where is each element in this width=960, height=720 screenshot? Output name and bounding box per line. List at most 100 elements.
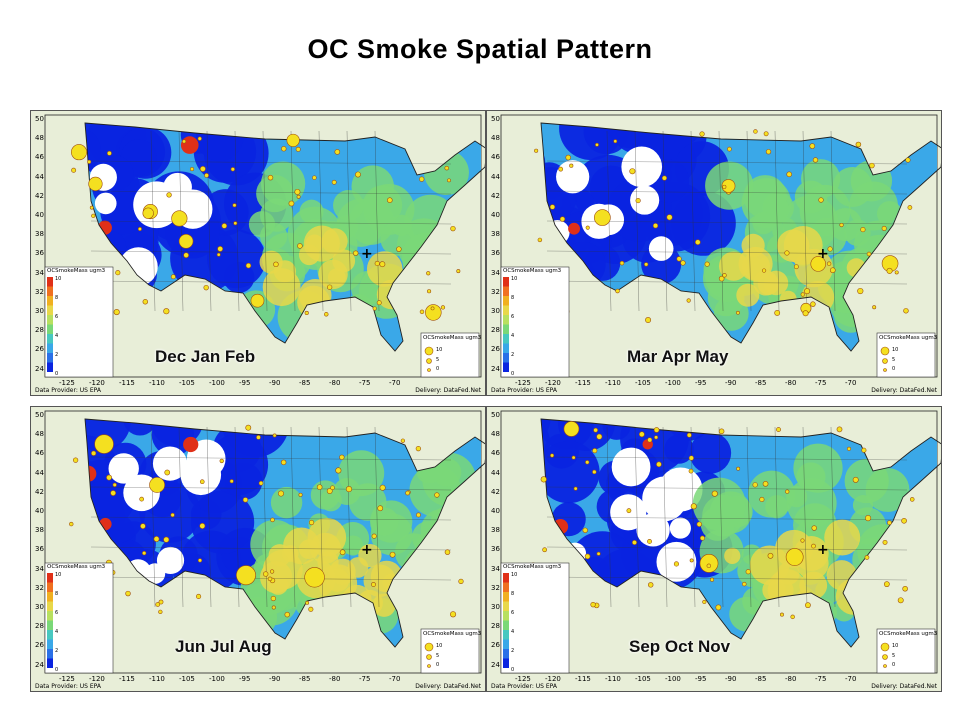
mid-blob — [342, 535, 364, 556]
colorbar-swatch — [47, 601, 53, 611]
site-marker — [883, 581, 890, 588]
state-border — [90, 220, 452, 225]
country-outline — [84, 122, 485, 352]
y-tick-label: 46 — [491, 153, 500, 162]
site-marker — [648, 582, 654, 588]
y-tick-label: 48 — [491, 134, 500, 143]
x-tick-label: -110 — [149, 379, 165, 387]
y-tick-label: 48 — [491, 430, 500, 439]
site-marker — [280, 459, 287, 466]
colorbar-swatch — [503, 601, 509, 611]
site-marker — [242, 497, 249, 503]
site-marker — [852, 476, 859, 483]
x-tick-label: -85 — [755, 675, 767, 683]
colorbar-swatch — [503, 296, 509, 306]
x-tick-label: -100 — [209, 675, 225, 683]
site-marker — [558, 166, 564, 172]
site-marker — [704, 261, 710, 267]
site-marker — [339, 454, 345, 460]
state-border — [746, 426, 752, 608]
state-border — [150, 426, 156, 608]
colorbar-tick-label: 4 — [511, 629, 515, 635]
size-legend-marker — [880, 642, 890, 652]
map-panel: +50 48 46 44 42 40 38 36 34 32 30 28 26 24 -125 -120 -11… — [486, 406, 942, 692]
site-marker — [763, 131, 769, 137]
site-marker — [371, 533, 377, 539]
y-tick-label: 44 — [491, 172, 500, 181]
x-tick-label: -75 — [815, 675, 827, 683]
mid-blob — [248, 211, 276, 238]
state-border — [802, 426, 808, 608]
site-marker — [149, 477, 165, 493]
site-marker — [233, 221, 238, 226]
site-marker — [901, 517, 907, 524]
site-marker — [230, 167, 235, 172]
site-marker — [71, 167, 77, 173]
high-blob — [318, 259, 348, 290]
state-border — [346, 130, 352, 312]
site-marker — [706, 563, 712, 569]
no-data-gap — [636, 513, 670, 547]
site-marker — [585, 460, 590, 465]
state-border — [546, 546, 908, 551]
mid-blob — [270, 486, 303, 519]
site-marker — [699, 131, 705, 137]
site-marker — [860, 227, 866, 233]
site-marker — [353, 250, 359, 256]
site-marker — [91, 450, 97, 456]
x-tick-label: -110 — [605, 675, 621, 683]
no-data-gap — [108, 453, 139, 484]
state-border — [546, 456, 908, 461]
state-border — [206, 130, 212, 312]
state-border — [318, 130, 324, 312]
y-tick-label: 50 — [491, 115, 500, 123]
colorbar-tick-label: 0 — [511, 667, 515, 673]
mid-blob — [752, 212, 775, 235]
state-border — [634, 426, 640, 608]
site-marker — [654, 435, 659, 440]
site-marker — [245, 262, 252, 269]
site-marker — [69, 521, 74, 527]
mid-blob — [370, 507, 399, 536]
size-legend-marker — [883, 664, 887, 668]
site-marker — [183, 252, 189, 259]
x-tick-label: -90 — [725, 379, 737, 387]
site-marker — [426, 271, 431, 276]
site-marker — [427, 289, 432, 294]
site-marker — [355, 171, 361, 178]
colorbar-swatch — [47, 353, 53, 363]
data-provider-credit: Data Provider: US EPA — [35, 387, 101, 394]
state-border — [546, 250, 908, 255]
high-blob — [329, 558, 356, 585]
colorbar-tick-label: 10 — [55, 276, 62, 282]
site-marker — [752, 482, 758, 488]
colorbar-swatch — [47, 286, 53, 296]
site-marker — [661, 175, 668, 181]
state-border — [262, 130, 268, 312]
site-marker — [592, 448, 598, 454]
colorbar-box — [44, 266, 114, 378]
site-marker — [419, 309, 425, 315]
map-panel: +50 48 46 44 42 40 38 36 34 32 30 28 26 24 -125 -120 -11… — [30, 110, 486, 396]
y-tick-label: 36 — [35, 249, 44, 258]
site-marker — [699, 554, 719, 573]
site-marker — [635, 198, 641, 204]
mid-blob — [786, 486, 808, 508]
site-marker — [800, 292, 805, 297]
reference-marker: + — [361, 246, 373, 262]
site-marker — [415, 445, 421, 452]
season-label: Dec Jan Feb — [155, 347, 256, 366]
site-marker — [573, 486, 578, 491]
site-marker — [721, 179, 736, 193]
colorbar-swatch — [47, 343, 53, 353]
y-tick-label: 28 — [491, 326, 500, 335]
x-tick-label: -80 — [785, 675, 797, 683]
size-legend-value: 0 — [436, 662, 440, 668]
site-marker — [736, 466, 741, 471]
state-border — [546, 576, 908, 581]
y-tick-label: 38 — [35, 230, 44, 239]
site-marker — [178, 233, 194, 249]
colorbar-swatch — [47, 296, 53, 306]
y-tick-label: 38 — [491, 230, 500, 239]
site-marker — [297, 243, 303, 249]
